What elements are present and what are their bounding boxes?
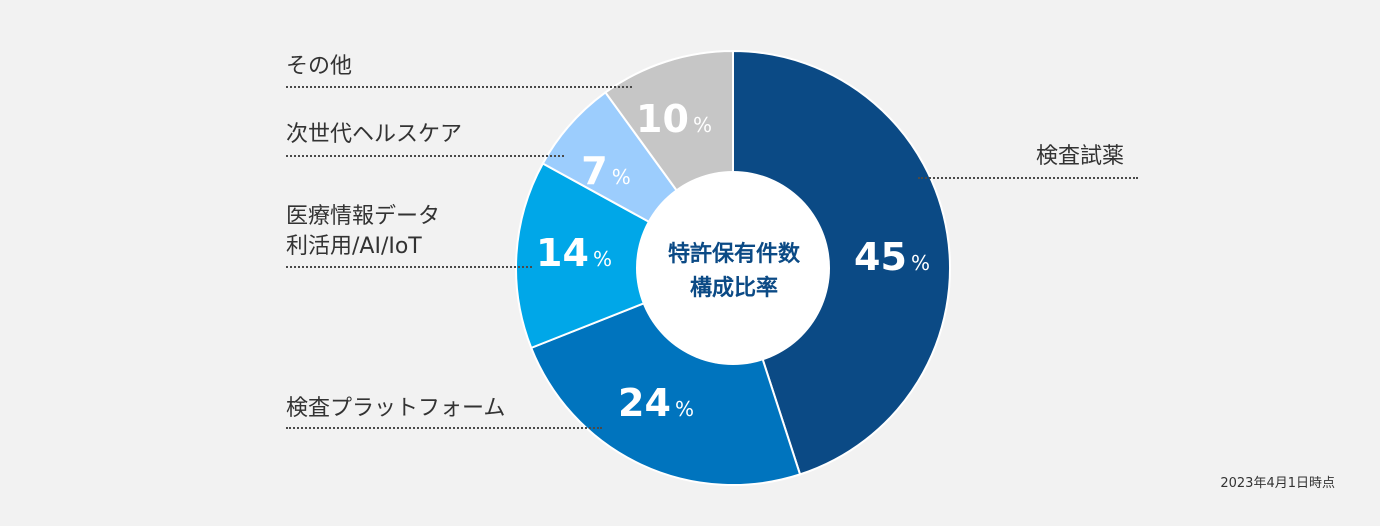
pie-slice-2: [515, 162, 736, 350]
legend-label-kensa-platform: 検査プラットフォーム: [286, 396, 506, 421]
chart-center-title: 特許保有件数 構成比率: [634, 238, 834, 306]
slice-value-label-4: 10%: [636, 97, 712, 141]
leader-line-kensa-platform: [286, 427, 602, 429]
leader-line-iryou-data: [286, 266, 532, 268]
slice-value-label-2: 14%: [536, 231, 612, 275]
leader-line-kensa-shiyaku: [918, 177, 1138, 179]
pie-slice-0: [732, 49, 951, 476]
legend-label-line-2: 利活用/AI/IoT: [286, 234, 422, 259]
slice-value-label-3: 7%: [581, 149, 630, 193]
slice-value-label-0: 45%: [854, 235, 930, 279]
leader-line-sonota: [286, 86, 632, 88]
legend-label-jisedai-healthcare: 次世代ヘルスケア: [286, 122, 463, 147]
legend-label-kensa-shiyaku: 検査試薬: [1036, 144, 1125, 169]
as-of-date: 2023年4月1日時点: [1220, 476, 1335, 491]
center-title-line-2: 構成比率: [689, 276, 778, 301]
donut-hole: [636, 171, 830, 365]
center-title-line-1: 特許保有件数: [667, 242, 800, 267]
slice-value-label-1: 24%: [618, 381, 694, 425]
leader-line-jisedai-healthcare: [286, 155, 564, 157]
legend-label-line-1: 医療情報データ: [286, 204, 441, 229]
legend-label-sonota: その他: [286, 54, 353, 79]
legend-label-iryou-data: 医療情報データ 利活用/AI/IoT: [286, 202, 440, 262]
